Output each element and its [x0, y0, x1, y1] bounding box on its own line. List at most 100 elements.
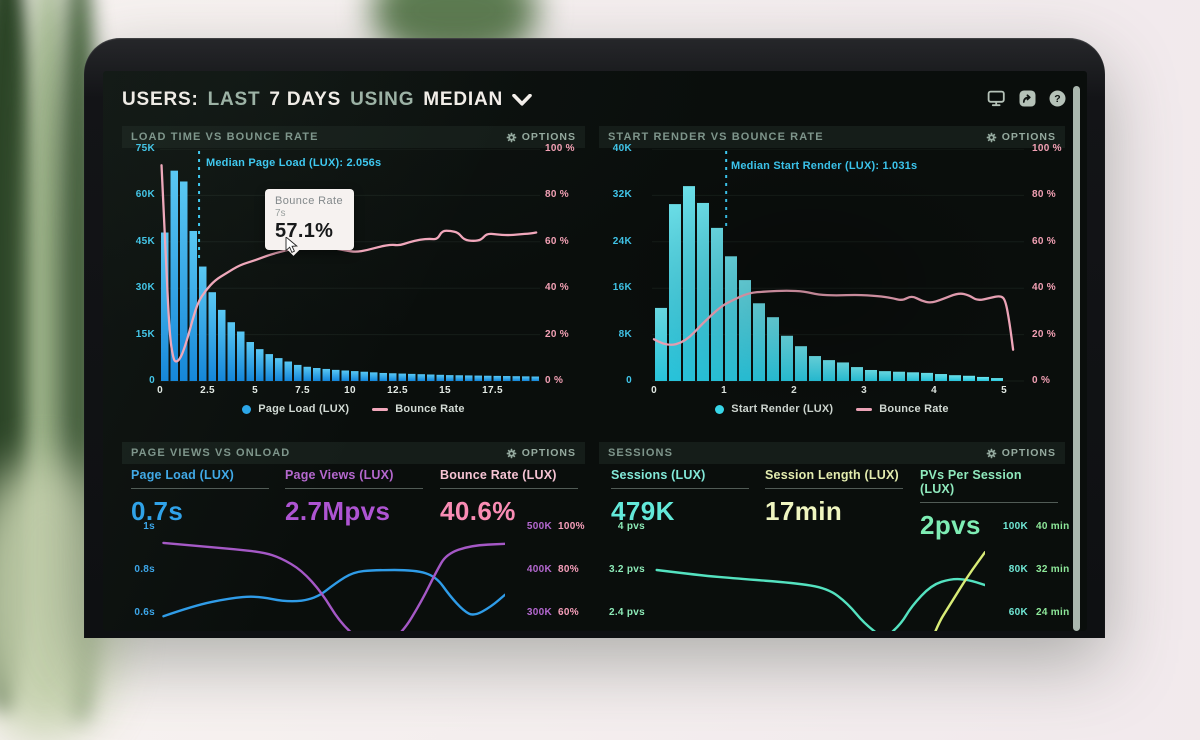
- start-render-chart[interactable]: [652, 149, 1024, 387]
- x-tick: 0: [651, 385, 657, 396]
- bounce-rate-line: [160, 164, 538, 363]
- bar: [256, 349, 264, 381]
- options-button[interactable]: OPTIONS: [986, 131, 1056, 143]
- bar: [303, 366, 311, 381]
- bar: [879, 371, 891, 381]
- metric-value: 2pvs: [920, 510, 981, 540]
- title-word: USING: [350, 89, 415, 110]
- mini-y-right-tick: 100%: [558, 521, 585, 532]
- bar: [809, 356, 821, 381]
- bar: [237, 331, 245, 381]
- bar: [739, 280, 751, 381]
- Page Load (LUX): [162, 568, 505, 618]
- mini-y-right-tick: 24 min: [1036, 607, 1070, 618]
- metric-label: PVs Per Session (LUX): [920, 468, 1022, 496]
- page_views_onload-plot-svg: [162, 541, 505, 631]
- panel-load-time-vs-bounce-rate: LOAD TIME VS BOUNCE RATE OPTIONS 75K 60K 4…: [122, 126, 585, 432]
- bounce-rate-line: [652, 289, 1015, 351]
- help-icon[interactable]: ?: [1049, 90, 1066, 107]
- bar: [284, 361, 292, 381]
- mini-y-left-tick: 2.4 pvs: [608, 607, 645, 618]
- bar: [313, 368, 321, 381]
- mini-y-right-tick: 500K: [526, 521, 552, 532]
- x-axis: 0 2.5 5 7.5 10 12.5 15 17.5: [157, 385, 540, 399]
- x-tick: 12.5: [387, 385, 408, 396]
- metric-value: 40.6%: [440, 496, 516, 526]
- bar: [227, 322, 235, 381]
- panel-page-views-vs-onload: PAGE VIEWS VS ONLOAD OPTIONS Page Load (…: [122, 442, 585, 631]
- panel-title: START RENDER VS BOUNCE RATE: [608, 131, 824, 143]
- display-icon[interactable]: [987, 90, 1006, 107]
- bar: [417, 374, 425, 381]
- metric-divider: [765, 488, 903, 489]
- bar: [669, 204, 681, 381]
- vertical-scrollbar[interactable]: [1073, 86, 1080, 631]
- bar: [180, 181, 188, 381]
- metric-value: 479K: [611, 496, 675, 526]
- metric-label: Page Load (LUX): [131, 468, 235, 482]
- bar: [465, 375, 473, 381]
- metric-session-length: Session Length (LUX) 17min: [765, 468, 903, 527]
- sessions-plot-svg: [655, 551, 985, 631]
- sessions-chart[interactable]: [650, 521, 985, 631]
- bar: [893, 371, 905, 381]
- users-range-dropdown[interactable]: USERS: LAST 7 DAYS USING MEDIAN: [122, 86, 532, 114]
- median-annotation: Median Start Render (LUX): 1.031s: [731, 160, 918, 172]
- metric-divider: [920, 502, 1058, 503]
- page-views-onload-chart[interactable]: [160, 521, 505, 631]
- x-tick: 7.5: [295, 385, 310, 396]
- bar: [991, 378, 1003, 381]
- tooltip-value: 57.1%: [275, 220, 334, 242]
- y-left-tick: 0: [149, 375, 155, 386]
- y-right-tick: 0 %: [545, 375, 564, 386]
- y-left-tick: 15K: [135, 328, 155, 340]
- mini-y-left-tick: 3.2 pvs: [608, 564, 645, 575]
- gear-icon: [986, 448, 997, 459]
- Page Views (LUX): [162, 541, 505, 631]
- load-time-chart[interactable]: [160, 149, 540, 387]
- x-tick: 4: [931, 385, 937, 396]
- y-left-tick: 16K: [612, 282, 632, 294]
- title-word: LAST: [207, 89, 261, 110]
- bar: [711, 227, 723, 381]
- bar: [837, 362, 849, 381]
- bar: [493, 375, 501, 381]
- bar: [683, 186, 695, 381]
- bar: [360, 371, 368, 381]
- bar: [389, 373, 397, 381]
- mini-y-right-tick: 300K: [526, 607, 552, 618]
- y-right-tick: 0 %: [1032, 375, 1051, 386]
- y-right-tick: 100 %: [545, 143, 575, 154]
- bar: [379, 372, 387, 381]
- mini-y-left-tick: 0.8s: [134, 564, 155, 575]
- bar: [351, 371, 359, 381]
- legend-label: Bounce Rate: [395, 403, 465, 415]
- y-axis-left: 75K 60K 45K 30K 15K 0: [122, 143, 155, 394]
- tooltip-x-value: 7s: [275, 208, 286, 219]
- bar: [935, 374, 947, 381]
- bar: [294, 364, 302, 381]
- x-tick: 0: [157, 385, 163, 396]
- options-button[interactable]: OPTIONS: [986, 447, 1056, 459]
- share-icon[interactable]: [1019, 90, 1036, 107]
- bar: [851, 367, 863, 381]
- options-button[interactable]: OPTIONS: [506, 447, 576, 459]
- metric-divider: [131, 488, 269, 489]
- metric-value: 17min: [765, 496, 843, 526]
- y-right-tick: 100 %: [1032, 143, 1062, 154]
- bar: [767, 317, 779, 381]
- bar: [823, 360, 835, 381]
- y-left-tick: 24K: [612, 235, 632, 247]
- bar: [921, 372, 933, 381]
- bar: [977, 376, 989, 381]
- x-tick: 2.5: [200, 385, 215, 396]
- mini-y-left-tick: 0.6s: [134, 607, 155, 618]
- dashboard-screen: USERS: LAST 7 DAYS USING MEDIAN ?: [103, 71, 1087, 631]
- y-left-tick: 75K: [135, 143, 155, 154]
- x-tick: 15: [439, 385, 451, 396]
- options-button[interactable]: OPTIONS: [506, 131, 576, 143]
- mini-y-right-tick: 60K: [1008, 607, 1028, 618]
- gear-icon: [506, 132, 517, 143]
- load_time-plot-svg: [160, 149, 540, 382]
- bar: [963, 375, 975, 381]
